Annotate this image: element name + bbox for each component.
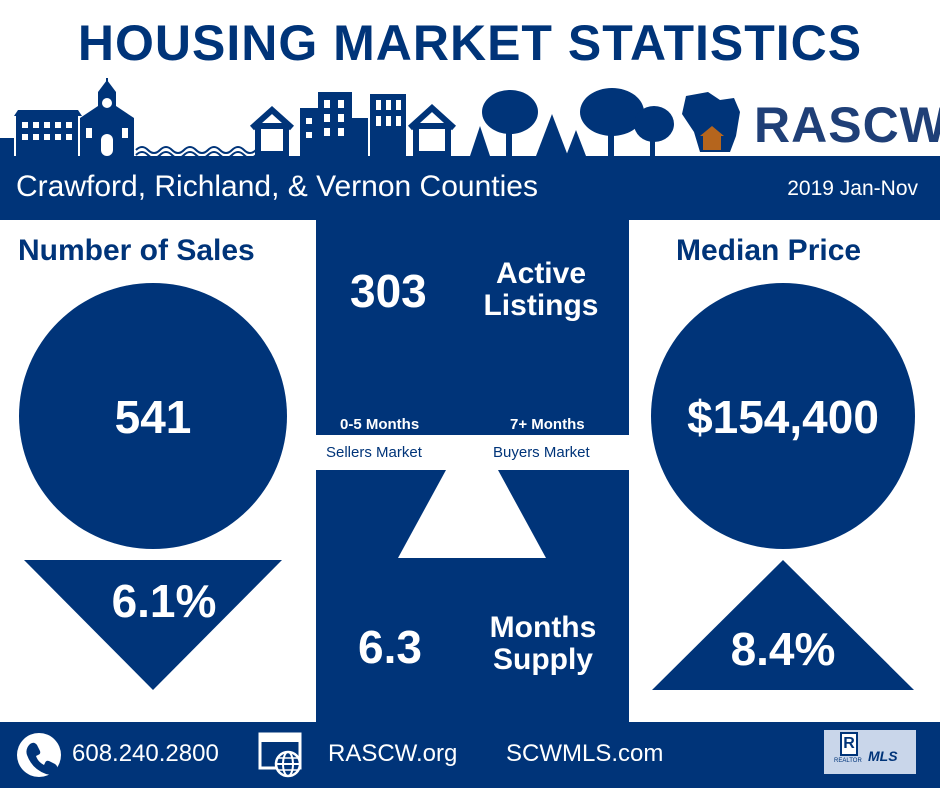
- supply-label-line2: Supply: [492, 643, 593, 676]
- website-scwmls-link[interactable]: SCWMLS.com: [506, 740, 664, 767]
- mls-logo-text: MLS: [868, 748, 898, 764]
- footer-bar: [0, 722, 940, 788]
- sales-heading: Number of Sales: [18, 234, 255, 267]
- region-band: [0, 156, 940, 220]
- listings-label-line1: Active: [495, 257, 587, 290]
- website-rascw-link[interactable]: RASCW.org: [328, 740, 458, 767]
- skyline-illustration: [0, 78, 740, 158]
- listings-value: 303: [350, 265, 427, 317]
- wisconsin-house-icon: [682, 92, 740, 152]
- region-label: Crawford, Richland, & Vernon Counties: [16, 170, 538, 203]
- sellers-range: 0-5 Months: [340, 416, 420, 433]
- median-value: $154,400: [687, 391, 879, 443]
- sellers-label: Sellers Market: [326, 444, 422, 461]
- supply-value: 6.3: [358, 621, 422, 673]
- phone-icon: [17, 733, 61, 777]
- mls-logo-icon: R REALTOR MLS: [824, 730, 916, 774]
- phone-number[interactable]: 608.240.2800: [72, 740, 219, 767]
- listings-panel: [316, 220, 629, 435]
- median-change: 8.4%: [730, 623, 836, 675]
- supply-label-line1: Months: [489, 611, 597, 644]
- listings-label-line2: Listings: [483, 289, 599, 322]
- sales-change: 6.1%: [111, 575, 217, 627]
- web-globe-icon: [258, 732, 302, 778]
- realtor-logo-icon: R: [840, 732, 858, 756]
- brand-logo: RASCW: [754, 97, 940, 153]
- realtor-logo-text: REALTOR: [834, 758, 862, 764]
- sales-circle: [19, 283, 287, 549]
- supply-label: Months Supply: [476, 612, 610, 676]
- median-heading: Median Price: [676, 234, 862, 267]
- median-circle: [651, 283, 915, 549]
- buyers-range: 7+ Months: [510, 416, 585, 433]
- listings-label: Active Listings: [476, 258, 606, 322]
- buyers-label: Buyers Market: [493, 444, 590, 461]
- sales-down-triangle-icon: [24, 560, 282, 690]
- median-up-triangle-icon: [652, 560, 914, 690]
- sales-value: 541: [114, 391, 192, 443]
- market-scale-triangle: [398, 470, 546, 558]
- period-label: 2019 Jan-Nov: [787, 177, 918, 200]
- page-title: HOUSING MARKET STATISTICS: [77, 15, 863, 71]
